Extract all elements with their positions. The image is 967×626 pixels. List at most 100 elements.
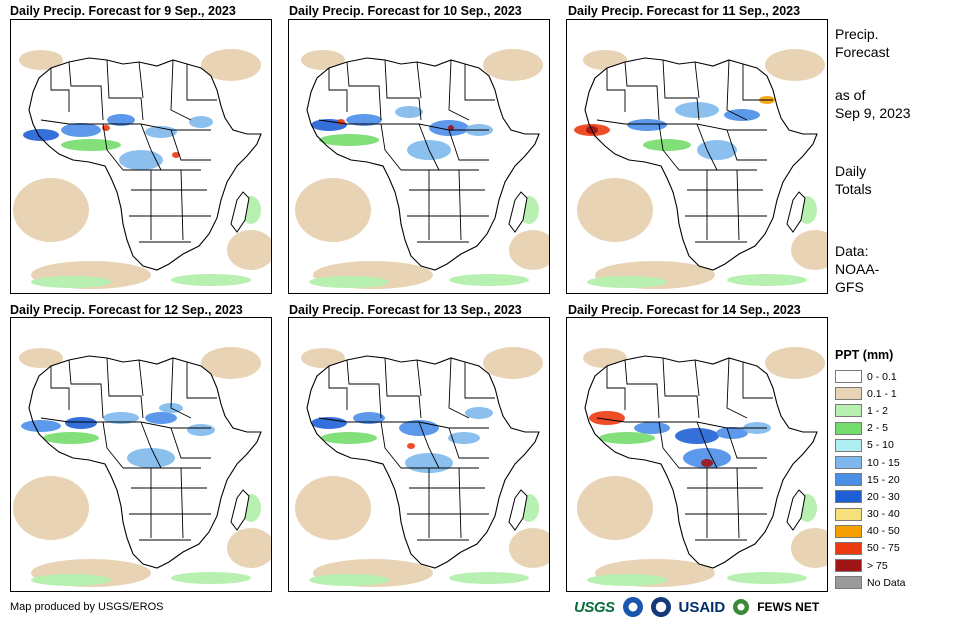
legend-item: 40 - 50 xyxy=(835,523,906,540)
precip-area xyxy=(19,348,63,368)
precip-cell xyxy=(21,420,61,432)
legend-item: 15 - 20 xyxy=(835,471,906,488)
country-border xyxy=(736,169,740,241)
legend-swatch xyxy=(835,576,862,590)
country-border xyxy=(102,421,124,469)
country-border xyxy=(346,359,382,419)
legend-item: 10 - 15 xyxy=(835,454,906,471)
country-border xyxy=(106,59,144,121)
precip-cell xyxy=(107,114,135,126)
precip-legend: PPT (mm) 0 - 0.1 0.1 - 1 1 - 2 2 - 5 5 - 10 1… xyxy=(835,348,906,591)
precip-area xyxy=(301,50,345,70)
panel-title-2: Daily Precip. Forecast for 10 Sep., 2023 xyxy=(289,4,522,18)
legend-title: PPT (mm) xyxy=(835,348,894,362)
country-border xyxy=(658,123,680,171)
legend-swatch xyxy=(835,473,862,487)
legend-label: 15 - 20 xyxy=(867,473,900,486)
precip-cell xyxy=(589,411,625,425)
legend-label: 1 - 2 xyxy=(867,404,889,417)
country-border xyxy=(416,359,422,397)
legend-item: 50 - 75 xyxy=(835,540,906,557)
madagascar xyxy=(786,191,806,233)
precip-cell xyxy=(189,116,213,128)
map-panel-2 xyxy=(288,19,550,294)
country-border xyxy=(170,59,192,121)
precip-cell xyxy=(697,140,737,160)
legend-label: 40 - 50 xyxy=(867,525,900,538)
precip-area xyxy=(295,476,371,540)
sidebar-heading: Precip. Forecast xyxy=(835,25,889,61)
precip-cell xyxy=(716,427,748,439)
legend-label: 0.1 - 1 xyxy=(867,387,897,400)
usaid-seal-icon xyxy=(650,597,671,617)
legend-label: No Data xyxy=(867,576,906,589)
precip-cell xyxy=(172,152,180,158)
precip-cell xyxy=(675,428,719,444)
as-of-date: as of Sep 9, 2023 xyxy=(835,87,911,121)
country-border xyxy=(106,357,144,419)
precip-cell xyxy=(448,432,480,444)
country-border xyxy=(68,359,104,419)
precip-cell xyxy=(395,106,423,118)
legend-item: 2 - 5 xyxy=(835,420,906,437)
precip-cell xyxy=(319,134,379,146)
credit-text: Map produced by USGS/EROS xyxy=(10,601,164,613)
panel-title-4: Daily Precip. Forecast for 12 Sep., 2023 xyxy=(10,303,243,317)
country-border xyxy=(50,68,70,112)
africa-landmass xyxy=(307,58,539,270)
country-border xyxy=(328,366,348,410)
country-border xyxy=(384,59,422,121)
precip-cell xyxy=(627,119,667,131)
precip-cell xyxy=(407,443,415,449)
country-border xyxy=(694,61,700,99)
precip-area xyxy=(31,574,111,586)
legend-item: 0.1 - 1 xyxy=(835,385,906,402)
country-border xyxy=(596,417,767,429)
country-border xyxy=(726,129,767,161)
precip-cell xyxy=(675,102,719,118)
precip-cell xyxy=(634,422,670,434)
country-border xyxy=(458,467,462,539)
panel-title-6: Daily Precip. Forecast for 14 Sep., 2023 xyxy=(568,303,801,317)
legend-swatch xyxy=(835,524,862,538)
data-source-label: Data: NOAA- GFS xyxy=(835,243,880,295)
coastline xyxy=(584,355,818,569)
precip-area xyxy=(765,49,825,81)
precip-area xyxy=(171,572,251,584)
precip-cell xyxy=(337,119,345,125)
country-border xyxy=(662,59,700,121)
precip-cell xyxy=(187,424,215,436)
legend-swatch xyxy=(835,387,862,401)
country-border xyxy=(606,68,626,112)
noaa-seal-icon xyxy=(622,597,643,617)
precip-cell xyxy=(61,123,101,137)
country-border xyxy=(180,169,184,241)
precip-area xyxy=(587,276,667,288)
precip-cell xyxy=(701,459,713,467)
legend-item: 5 - 10 xyxy=(835,437,906,454)
africa-landmass xyxy=(585,58,817,270)
legend-item: > 75 xyxy=(835,557,906,574)
map-panel-6 xyxy=(566,317,828,592)
country-border xyxy=(742,64,773,101)
precip-cell xyxy=(127,448,175,468)
precip-area xyxy=(483,347,543,379)
country-border xyxy=(186,64,217,101)
precip-cell xyxy=(683,448,731,468)
legend-swatch xyxy=(835,404,862,418)
country-border xyxy=(180,467,184,539)
precip-area xyxy=(309,574,389,586)
legend-label: 0 - 0.1 xyxy=(867,370,897,383)
country-border xyxy=(448,427,489,459)
precip-cell xyxy=(145,412,177,424)
precip-cell xyxy=(353,412,385,424)
heading-line-1: Precip. xyxy=(835,26,879,42)
legend-swatch xyxy=(835,438,862,452)
precip-area xyxy=(509,528,549,568)
precip-cell xyxy=(65,417,97,429)
legend-item: No Data xyxy=(835,574,906,591)
usgs-logo: USGS xyxy=(574,598,615,616)
country-border xyxy=(416,61,422,99)
country-border xyxy=(68,61,104,121)
precip-area xyxy=(509,230,549,270)
